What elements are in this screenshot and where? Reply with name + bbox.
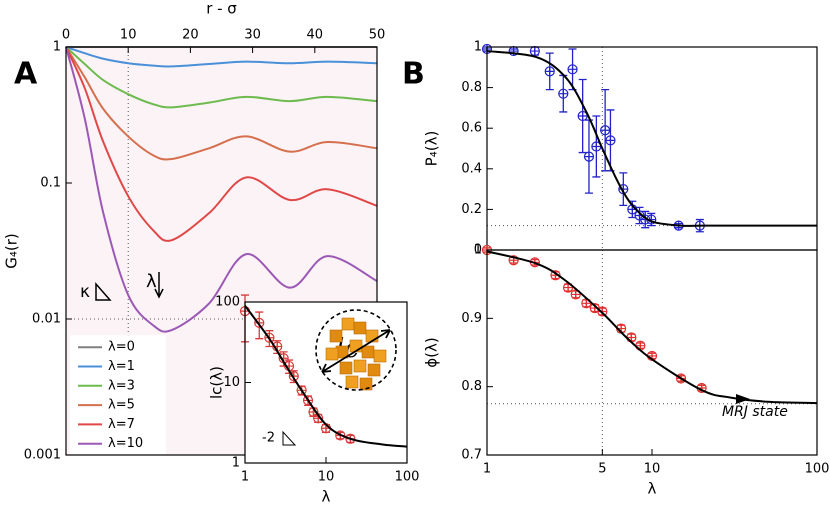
data-line — [486, 250, 818, 405]
x-tick-label: 10 — [644, 462, 661, 477]
data-point — [600, 125, 611, 136]
data-point — [562, 282, 574, 293]
cluster-boundary — [315, 309, 397, 391]
annotation: -2 — [262, 431, 275, 446]
cluster-cube — [373, 349, 387, 363]
x-tick-label: 30 — [244, 28, 261, 43]
y-tick-label: 0.2 — [461, 202, 482, 217]
cluster-illustration — [315, 309, 397, 391]
direction-arrow — [154, 272, 164, 299]
data-point — [626, 332, 637, 343]
annotation: MRJ state — [722, 404, 788, 420]
slope-triangle — [282, 430, 297, 446]
x-axis-label: λ — [648, 480, 657, 498]
legend-label: λ=7 — [108, 417, 135, 432]
x-tick-label: 1 — [241, 470, 249, 485]
panel-label: A — [14, 57, 38, 92]
data-point — [605, 135, 616, 146]
plot-frame — [65, 46, 378, 456]
data-point — [577, 110, 588, 122]
legend-box — [70, 335, 166, 454]
annotation: κ — [80, 282, 90, 302]
y-tick-label: 0.1 — [40, 176, 61, 191]
y-tick-label: 100 — [215, 295, 240, 310]
y-tick-label: 0 — [474, 243, 482, 258]
cluster-cube — [325, 347, 339, 361]
cluster-cube — [329, 329, 343, 343]
y-tick-label: 0.7 — [461, 448, 482, 463]
y-axis-label: lc(λ) — [208, 366, 226, 399]
y-axis-label: P₄(λ) — [423, 131, 441, 167]
y-tick-label: 0.001 — [24, 448, 61, 463]
x-tick-label: 10 — [120, 28, 137, 43]
legend-label: λ=5 — [108, 398, 135, 413]
data-line — [244, 305, 408, 448]
x-tick-label: 40 — [307, 28, 324, 43]
slope-triangle — [95, 282, 112, 301]
data-line — [65, 46, 378, 68]
y-tick-label: 1 — [53, 40, 61, 55]
data-point — [544, 66, 555, 77]
data-line — [65, 46, 378, 161]
cluster-cube — [353, 359, 367, 373]
cluster-cube — [339, 361, 353, 375]
y-tick-label: 0.01 — [32, 312, 61, 327]
data-line — [65, 46, 378, 242]
annotation: λ — [146, 271, 157, 292]
y-tick-label: 0.9 — [461, 311, 482, 326]
x-axis-label: λ — [322, 488, 331, 506]
cluster-cube — [361, 345, 375, 359]
cluster-cube — [367, 363, 381, 377]
legend-label: λ=1 — [108, 359, 135, 374]
x-tick-label: 50 — [369, 28, 386, 43]
y-tick-label: 10 — [223, 375, 240, 390]
data-point — [558, 88, 569, 99]
y-axis-label: G₄(r) — [3, 233, 21, 269]
y-tick-label: 1 — [232, 456, 240, 471]
legend-label: λ=0 — [108, 340, 135, 355]
y-axis-label: ϕ(λ) — [423, 337, 441, 367]
line-arrowhead — [736, 394, 750, 404]
x-axis-label: r - σ — [206, 0, 237, 18]
y-tick-label: 0.8 — [461, 379, 482, 394]
x-tick-label: 10 — [318, 470, 335, 485]
data-point — [583, 151, 595, 162]
x-tick-label: 20 — [182, 28, 199, 43]
cluster-cube — [345, 375, 359, 389]
cluster-cube — [353, 321, 367, 335]
x-tick-label: 5 — [598, 462, 606, 477]
x-tick-label: 100 — [395, 470, 420, 485]
cluster-cube — [341, 317, 355, 331]
y-tick-label: 1 — [474, 40, 482, 55]
y-tick-label: 0.8 — [461, 80, 482, 95]
data-point — [570, 289, 581, 300]
y-tick-label: 1 — [474, 243, 482, 258]
length-arrow — [321, 329, 391, 373]
legend-label: λ=10 — [108, 436, 143, 451]
data-line — [65, 46, 378, 109]
data-line — [65, 46, 378, 333]
x-tick-label: 0 — [62, 28, 70, 43]
x-tick-label: 100 — [805, 462, 830, 477]
y-tick-label: 0.6 — [461, 121, 482, 136]
data-point — [567, 64, 578, 75]
data-point — [529, 45, 540, 57]
x-tick-label: 1 — [483, 462, 491, 477]
panel-label: B — [402, 57, 425, 92]
y-tick-label: 0.4 — [461, 161, 482, 176]
legend-label: λ=3 — [108, 378, 135, 393]
data-line — [486, 50, 818, 227]
